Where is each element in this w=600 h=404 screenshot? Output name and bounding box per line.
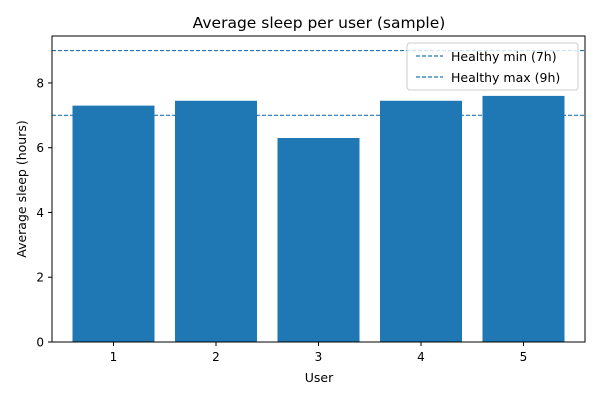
y-tick-label: 4: [36, 206, 44, 220]
x-axis-label: User: [305, 370, 334, 385]
chart-title: Average sleep per user (sample): [193, 14, 446, 32]
bar-user-5: [482, 95, 565, 343]
x-tick-label: 5: [520, 350, 528, 364]
y-tick-label: 0: [36, 335, 44, 349]
x-tick-label: 1: [110, 350, 118, 364]
y-axis-label: Average sleep (hours): [14, 120, 29, 257]
bar-user-1: [72, 105, 155, 342]
legend-label-min: Healthy min (7h): [451, 49, 557, 64]
y-tick-label: 8: [36, 76, 44, 90]
x-tick-label: 2: [212, 350, 220, 364]
y-axis-ticks: 0 2 4 6 8: [36, 76, 52, 349]
legend-label-max: Healthy max (9h): [451, 70, 560, 85]
bar-user-4: [380, 100, 462, 342]
x-tick-label: 4: [417, 350, 425, 364]
legend-box: [406, 42, 579, 91]
y-tick-label: 6: [36, 141, 44, 155]
x-tick-label: 3: [315, 350, 323, 364]
bar-user-3: [277, 138, 360, 342]
bar-user-2: [175, 100, 257, 342]
x-axis-ticks: 1 2 3 4 5: [110, 342, 528, 364]
y-tick-label: 2: [36, 271, 44, 285]
legend: Healthy min (7h) Healthy max (9h): [406, 42, 579, 91]
bars-layer: [72, 95, 565, 343]
